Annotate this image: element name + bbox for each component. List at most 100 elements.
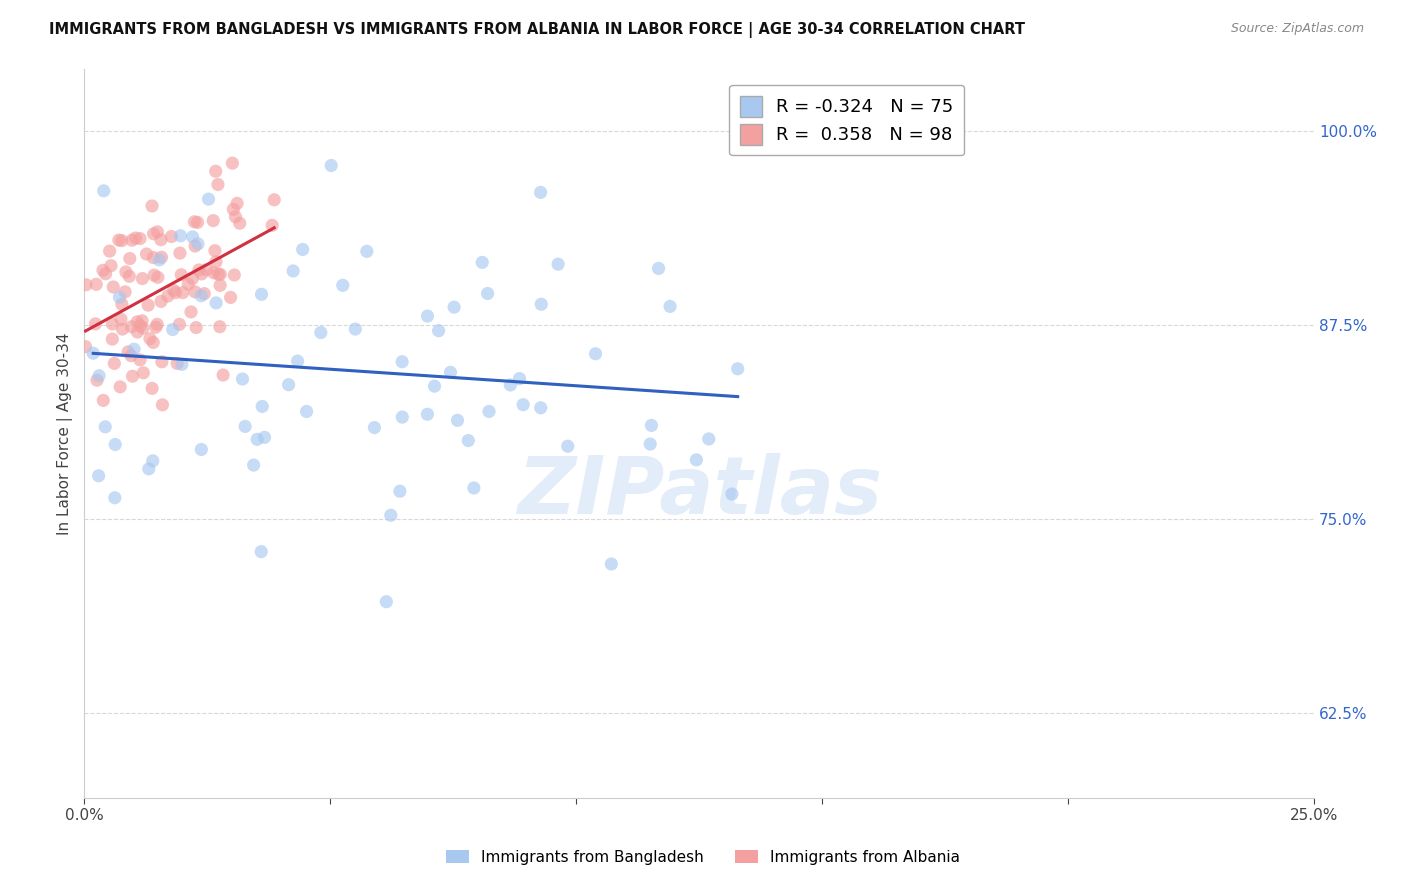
Point bbox=[204, 244, 226, 258]
Point bbox=[287, 354, 309, 368]
Point bbox=[277, 377, 299, 392]
Point bbox=[530, 401, 553, 415]
Point bbox=[363, 420, 385, 434]
Point bbox=[463, 481, 485, 495]
Point bbox=[100, 259, 122, 273]
Point bbox=[439, 365, 461, 379]
Point bbox=[180, 305, 202, 319]
Point bbox=[640, 418, 662, 433]
Point bbox=[122, 342, 145, 356]
Point bbox=[181, 230, 204, 244]
Point bbox=[508, 372, 530, 386]
Point bbox=[190, 442, 212, 457]
Point bbox=[121, 369, 143, 384]
Point bbox=[146, 270, 169, 285]
Point bbox=[87, 468, 110, 483]
Point bbox=[332, 278, 354, 293]
Point bbox=[478, 404, 501, 418]
Point bbox=[477, 286, 499, 301]
Point bbox=[82, 346, 104, 360]
Point bbox=[166, 356, 188, 370]
Point bbox=[600, 557, 623, 571]
Point bbox=[356, 244, 378, 259]
Point bbox=[121, 233, 143, 247]
Point bbox=[120, 349, 142, 363]
Point bbox=[150, 294, 173, 309]
Point bbox=[499, 378, 522, 392]
Point bbox=[165, 285, 187, 300]
Point bbox=[108, 290, 131, 304]
Point bbox=[547, 257, 569, 271]
Point bbox=[721, 487, 744, 501]
Point bbox=[101, 317, 124, 331]
Point bbox=[727, 361, 749, 376]
Point bbox=[207, 178, 229, 192]
Point bbox=[163, 283, 186, 297]
Point bbox=[129, 318, 152, 333]
Point bbox=[375, 595, 398, 609]
Point bbox=[135, 247, 157, 261]
Point bbox=[94, 420, 117, 434]
Point bbox=[208, 319, 231, 334]
Point bbox=[233, 419, 256, 434]
Point bbox=[647, 261, 669, 276]
Point bbox=[205, 296, 228, 310]
Point bbox=[250, 287, 273, 301]
Point bbox=[162, 322, 184, 336]
Point bbox=[111, 297, 134, 311]
Point bbox=[226, 196, 249, 211]
Point bbox=[207, 267, 229, 281]
Text: Source: ZipAtlas.com: Source: ZipAtlas.com bbox=[1230, 22, 1364, 36]
Point bbox=[190, 267, 212, 281]
Point bbox=[181, 271, 204, 285]
Point bbox=[391, 410, 413, 425]
Point bbox=[250, 400, 273, 414]
Point bbox=[104, 491, 127, 505]
Point bbox=[124, 231, 146, 245]
Point bbox=[138, 462, 160, 476]
Point bbox=[184, 320, 207, 334]
Point bbox=[659, 299, 682, 313]
Point bbox=[246, 433, 269, 447]
Point bbox=[143, 268, 166, 282]
Point bbox=[129, 231, 152, 245]
Point bbox=[263, 193, 285, 207]
Point bbox=[84, 277, 107, 292]
Point bbox=[177, 277, 200, 292]
Point bbox=[530, 297, 553, 311]
Point bbox=[416, 309, 439, 323]
Point bbox=[142, 227, 165, 241]
Point bbox=[169, 228, 191, 243]
Point bbox=[132, 366, 155, 380]
Point bbox=[529, 186, 551, 200]
Point bbox=[262, 219, 284, 233]
Point bbox=[202, 213, 225, 227]
Point bbox=[93, 184, 115, 198]
Point bbox=[295, 404, 318, 418]
Point bbox=[142, 454, 165, 468]
Point bbox=[427, 324, 450, 338]
Point bbox=[190, 289, 212, 303]
Point bbox=[281, 264, 304, 278]
Legend: R = -0.324   N = 75, R =  0.358   N = 98: R = -0.324 N = 75, R = 0.358 N = 98 bbox=[730, 85, 965, 155]
Point bbox=[142, 251, 165, 265]
Point bbox=[229, 216, 252, 230]
Point bbox=[146, 318, 169, 332]
Point bbox=[131, 314, 153, 328]
Point bbox=[512, 398, 534, 412]
Point bbox=[291, 243, 314, 257]
Point bbox=[141, 199, 163, 213]
Point bbox=[160, 229, 183, 244]
Point bbox=[380, 508, 402, 523]
Point bbox=[107, 233, 129, 247]
Point bbox=[172, 285, 194, 300]
Point bbox=[187, 236, 209, 251]
Point bbox=[111, 322, 134, 336]
Point bbox=[148, 252, 170, 267]
Point bbox=[344, 322, 367, 336]
Point bbox=[142, 335, 165, 350]
Point bbox=[557, 439, 579, 453]
Point bbox=[205, 254, 228, 268]
Point bbox=[87, 368, 110, 383]
Point bbox=[94, 267, 117, 281]
